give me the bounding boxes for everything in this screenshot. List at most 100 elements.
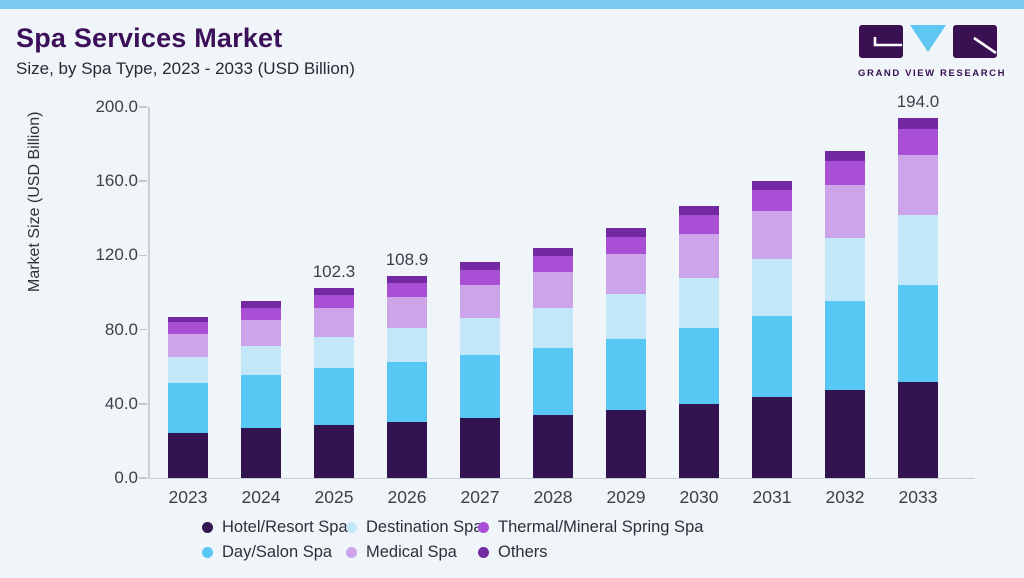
y-axis [148,107,150,478]
bar-segment-medical-spa-2024 [241,319,281,347]
bar-group-2029 [606,228,646,478]
bar-segment-hotel-resort-spa-2030 [679,403,719,478]
bar-segment-medical-spa-2028 [533,271,573,308]
bar-segment-hotel-resort-spa-2032 [825,389,865,478]
bar-group-2027 [460,262,500,478]
bar-segment-thermal-mineral-spring-spa-2028 [533,255,573,272]
bar-segment-medical-spa-2027 [460,284,500,319]
legend: Hotel/Resort Spa Day/Salon Spa Destination… [202,516,703,564]
bar-group-2023 [168,316,208,478]
legend-label: Medical Spa [366,543,457,561]
bar-segment-destination-spa-2026 [387,327,427,362]
bar-segment-day-salon-spa-2025 [314,367,354,425]
bar-segment-medical-spa-2033 [898,155,938,215]
bar-segment-day-salon-spa-2029 [606,338,646,410]
bar-segment-others-2023 [168,316,208,323]
bar-segment-others-2028 [533,247,573,256]
legend-label: Destination Spa [366,518,483,536]
bar-segment-hotel-resort-spa-2027 [460,418,500,478]
legend-item-hotel-resort-spa: Hotel/Resort Spa [202,518,348,537]
bar-segment-day-salon-spa-2032 [825,301,865,390]
bar-segment-day-salon-spa-2026 [387,361,427,422]
bar-segment-destination-spa-2027 [460,318,500,356]
bar-segment-thermal-mineral-spring-spa-2023 [168,322,208,334]
logo-wordmark: GRAND VIEW RESEARCH [858,68,1007,79]
legend-swatch-thermal-mineral-spring-spa [478,522,489,533]
bar-segment-others-2033 [898,118,938,130]
legend-item-others: Others [478,543,703,562]
bar-segment-hotel-resort-spa-2026 [387,421,427,478]
legend-label: Thermal/Mineral Spring Spa [498,518,704,536]
bar-segment-others-2030 [679,206,719,215]
x-tick-label-2032: 2032 [825,487,865,507]
bar-segment-destination-spa-2023 [168,357,208,383]
legend-swatch-others [478,547,489,558]
bar-segment-day-salon-spa-2027 [460,355,500,419]
page-subtitle: Size, by Spa Type, 2023 - 2033 (USD Bill… [16,58,355,78]
bar-segment-day-salon-spa-2031 [752,315,792,398]
bar-segment-hotel-resort-spa-2033 [898,381,938,478]
bar-segment-destination-spa-2025 [314,336,354,368]
bar-segment-thermal-mineral-spring-spa-2032 [825,161,865,185]
legend-item-thermal-mineral-spring-spa: Thermal/Mineral Spring Spa [478,518,703,537]
bar-segment-others-2031 [752,180,792,191]
header: Spa Services Market Size, by Spa Type, 2… [16,23,355,79]
bar-segment-hotel-resort-spa-2031 [752,397,792,478]
y-tick-label: 120.0 [95,245,138,265]
bar-segment-thermal-mineral-spring-spa-2026 [387,282,427,297]
legend-swatch-medical-spa [346,547,357,558]
bar-segment-medical-spa-2029 [606,254,646,294]
bar-segment-hotel-resort-spa-2025 [314,424,354,478]
bar-segment-destination-spa-2029 [606,293,646,339]
bar-group-2025 [314,288,354,478]
y-tick-label: 80.0 [104,319,138,339]
y-tick-label: 200.0 [95,97,138,116]
y-tick-mark [139,477,147,479]
legend-swatch-hotel-resort-spa [202,522,213,533]
brand-logo: GRAND VIEW RESEARCH [858,24,1007,79]
y-tick-mark [139,106,147,108]
bar-segment-destination-spa-2030 [679,277,719,328]
legend-label: Others [498,543,548,561]
bar-segment-destination-spa-2024 [241,346,281,375]
bar-segment-medical-spa-2030 [679,234,719,278]
x-tick-label-2028: 2028 [533,487,573,507]
x-axis [148,477,975,479]
bar-group-2032 [825,151,865,478]
bar-total-label-2026: 108.9 [385,249,429,269]
legend-label: Hotel/Resort Spa [222,518,348,536]
legend-item-day-salon-spa: Day/Salon Spa [202,543,346,562]
x-tick-label-2031: 2031 [752,487,792,507]
bar-segment-hotel-resort-spa-2023 [168,432,208,478]
legend-item-medical-spa: Medical Spa [346,543,478,562]
bar-group-2024 [241,301,281,478]
gvr-logo-icon [859,25,997,58]
bar-segment-day-salon-spa-2028 [533,348,573,415]
bar-group-2026 [387,276,427,478]
y-tick-label: 160.0 [95,171,138,191]
bar-group-2028 [533,247,573,478]
bar-group-2033 [898,118,938,478]
bar-segment-day-salon-spa-2033 [898,285,938,382]
bar-segment-hotel-resort-spa-2028 [533,414,573,478]
bar-segment-thermal-mineral-spring-spa-2033 [898,129,938,156]
y-tick-label: 0.0 [114,468,138,487]
y-tick-mark [139,180,147,182]
bar-segment-medical-spa-2023 [168,333,208,358]
y-tick-mark [139,403,147,405]
bar-segment-medical-spa-2026 [387,296,427,328]
legend-swatch-destination-spa [346,522,357,533]
y-tick-mark [139,254,147,257]
page-title: Spa Services Market [16,23,283,53]
y-tick-mark [139,328,147,331]
bar-total-label-2025: 102.3 [312,262,356,282]
x-tick-label-2025: 2025 [314,487,354,507]
x-tick-label-2024: 2024 [241,487,281,507]
bar-segment-others-2032 [825,151,865,162]
bar-segment-medical-spa-2032 [825,184,865,239]
x-tick-label-2026: 2026 [387,487,427,507]
bar-segment-others-2024 [241,301,281,308]
bar-segment-others-2026 [387,276,427,283]
legend-item-destination-spa: Destination Spa [346,518,483,537]
